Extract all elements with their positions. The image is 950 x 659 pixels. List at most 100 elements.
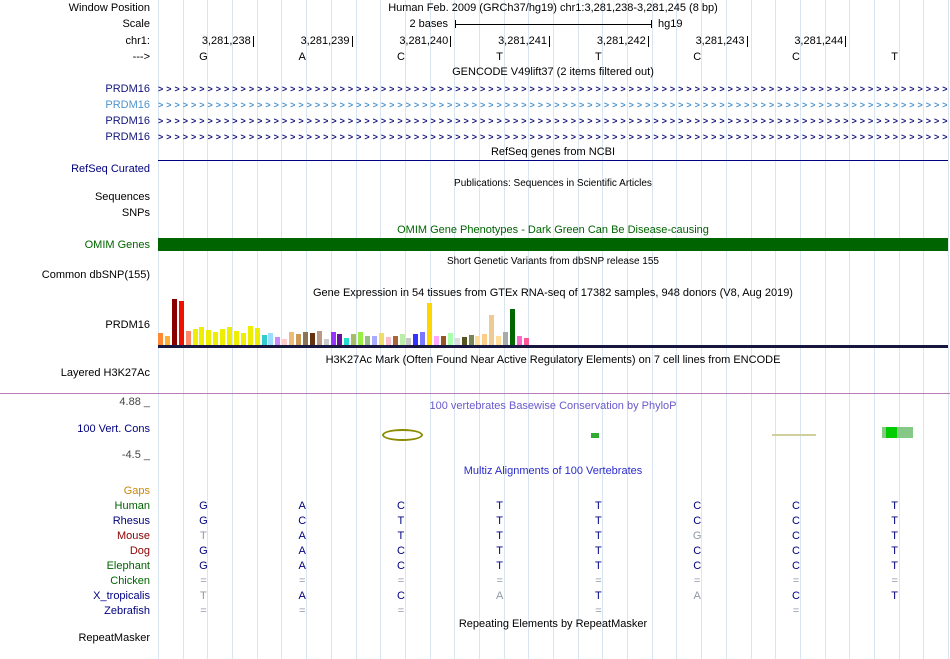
- alignment-base[interactable]: =: [595, 605, 602, 617]
- alignment-base[interactable]: C: [396, 545, 405, 557]
- gtex-expression-bar[interactable]: [185, 331, 191, 345]
- gtex-expression-bar[interactable]: [282, 339, 288, 345]
- gtex-expression-bar[interactable]: [447, 333, 453, 345]
- alignment-base[interactable]: A: [298, 530, 306, 542]
- gencode-transcript-arrows[interactable]: >>>>>>>>>>>>>>>>>>>>>>>>>>>>>>>>>>>>>>>>…: [158, 132, 948, 142]
- species-label[interactable]: Gaps: [123, 485, 150, 497]
- species-label[interactable]: X_tropicalis: [93, 590, 150, 602]
- species-label[interactable]: Mouse: [116, 530, 150, 542]
- alignment-base[interactable]: T: [200, 530, 207, 542]
- gtex-expression-bar[interactable]: [302, 332, 308, 345]
- gtex-expression-bar[interactable]: [523, 338, 529, 345]
- gtex-expression-bar[interactable]: [289, 332, 295, 345]
- alignment-base[interactable]: =: [200, 605, 207, 617]
- gtex-expression-bar[interactable]: [482, 334, 488, 345]
- gtex-expression-bar[interactable]: [213, 332, 219, 345]
- gtex-gene-model[interactable]: [158, 345, 948, 348]
- gtex-expression-bar[interactable]: [516, 336, 522, 345]
- alignment-base[interactable]: T: [891, 590, 899, 602]
- gtex-expression-bar[interactable]: [309, 333, 315, 345]
- alignment-base[interactable]: C: [396, 590, 405, 602]
- alignment-base[interactable]: A: [298, 545, 306, 557]
- alignment-base[interactable]: G: [199, 545, 208, 557]
- alignment-base[interactable]: C: [791, 515, 800, 527]
- alignment-base[interactable]: C: [791, 545, 800, 557]
- refseq-gene-line[interactable]: [158, 160, 948, 161]
- alignment-base[interactable]: A: [693, 590, 701, 602]
- phylop-signal[interactable]: [382, 429, 423, 441]
- gencode-gene-label[interactable]: PRDM16: [105, 99, 150, 111]
- alignment-base[interactable]: G: [199, 515, 208, 527]
- gtex-expression-bar[interactable]: [489, 315, 495, 345]
- alignment-base[interactable]: C: [396, 560, 405, 572]
- phylop-signal[interactable]: [591, 433, 599, 438]
- gtex-expression-bar[interactable]: [461, 337, 467, 345]
- gtex-expression-bar[interactable]: [454, 338, 460, 345]
- species-label[interactable]: Elephant: [106, 560, 150, 572]
- gtex-expression-bar[interactable]: [399, 334, 405, 345]
- gtex-expression-bar[interactable]: [468, 335, 474, 345]
- alignment-base[interactable]: T: [891, 560, 899, 572]
- alignment-base[interactable]: G: [199, 500, 208, 512]
- alignment-base[interactable]: T: [595, 530, 602, 542]
- gtex-expression-bar[interactable]: [496, 336, 502, 345]
- gtex-expression-bar[interactable]: [240, 333, 246, 345]
- species-label[interactable]: Dog: [129, 545, 150, 557]
- species-label[interactable]: Zebrafish: [104, 605, 150, 617]
- gtex-expression-bar[interactable]: [371, 336, 377, 345]
- alignment-base[interactable]: =: [792, 605, 800, 617]
- snps-track-label[interactable]: SNPs: [121, 207, 150, 219]
- gencode-gene-label[interactable]: PRDM16: [105, 83, 150, 95]
- alignment-base[interactable]: G: [692, 530, 702, 542]
- alignment-base[interactable]: C: [693, 545, 702, 557]
- alignment-base[interactable]: =: [891, 575, 898, 587]
- alignment-base[interactable]: T: [595, 560, 602, 572]
- gtex-expression-bar[interactable]: [247, 326, 253, 345]
- gtex-expression-bar[interactable]: [344, 338, 350, 345]
- gtex-expression-bar[interactable]: [296, 334, 301, 345]
- gtex-expression-bar[interactable]: [503, 332, 508, 345]
- gtex-expression-bar[interactable]: [268, 333, 274, 345]
- gtex-expression-bar[interactable]: [509, 309, 515, 345]
- phylop-signal[interactable]: [772, 434, 816, 436]
- species-label[interactable]: Chicken: [110, 575, 150, 587]
- gtex-expression-bar[interactable]: [337, 334, 343, 345]
- gtex-expression-bar[interactable]: [261, 335, 267, 345]
- conservation-track-label[interactable]: 100 Vert. Cons: [77, 423, 150, 435]
- alignment-base[interactable]: T: [496, 560, 504, 572]
- alignment-base[interactable]: C: [791, 560, 800, 572]
- gtex-expression-bar[interactable]: [358, 332, 364, 345]
- gtex-expression-bar[interactable]: [275, 337, 281, 345]
- alignment-base[interactable]: T: [891, 530, 899, 542]
- gtex-expression-bar[interactable]: [233, 331, 239, 345]
- alignment-base[interactable]: A: [496, 590, 504, 602]
- gtex-expression-bar[interactable]: [178, 301, 184, 345]
- alignment-base[interactable]: =: [693, 575, 701, 587]
- alignment-base[interactable]: C: [396, 500, 405, 512]
- alignment-base[interactable]: C: [693, 515, 702, 527]
- gtex-expression-bar[interactable]: [220, 329, 226, 345]
- gtex-expression-bar[interactable]: [199, 327, 205, 345]
- alignment-base[interactable]: =: [595, 575, 602, 587]
- gencode-gene-label[interactable]: PRDM16: [105, 131, 150, 143]
- gtex-expression-bar[interactable]: [440, 336, 446, 345]
- species-label[interactable]: Rhesus: [112, 515, 150, 527]
- alignment-base[interactable]: C: [791, 500, 800, 512]
- gencode-transcript-arrows[interactable]: >>>>>>>>>>>>>>>>>>>>>>>>>>>>>>>>>>>>>>>>…: [158, 116, 948, 126]
- refseq-track-label[interactable]: RefSeq Curated: [71, 163, 150, 175]
- gtex-expression-bar[interactable]: [385, 337, 391, 345]
- gtex-gene-label[interactable]: PRDM16: [105, 319, 150, 331]
- gtex-expression-bar[interactable]: [392, 336, 398, 345]
- sequences-track-label[interactable]: Sequences: [94, 191, 150, 203]
- alignment-base[interactable]: T: [496, 530, 504, 542]
- gtex-expression-bar[interactable]: [427, 303, 433, 345]
- alignment-base[interactable]: =: [496, 575, 503, 587]
- gtex-expression-bar[interactable]: [227, 327, 232, 345]
- alignment-base[interactable]: T: [891, 500, 899, 512]
- gtex-expression-bar[interactable]: [158, 333, 163, 345]
- alignment-base[interactable]: T: [595, 590, 602, 602]
- h3k27ac-track-label[interactable]: Layered H3K27Ac: [60, 367, 150, 379]
- alignment-base[interactable]: T: [496, 545, 504, 557]
- alignment-base[interactable]: =: [397, 605, 405, 617]
- gtex-expression-bar[interactable]: [406, 338, 412, 345]
